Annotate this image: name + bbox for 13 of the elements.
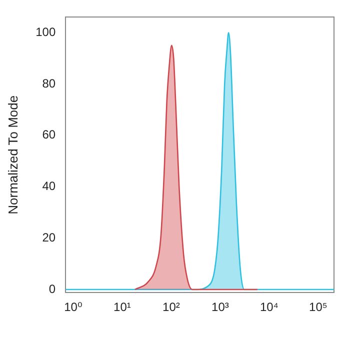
x-tick-label: 10¹ bbox=[114, 300, 131, 314]
y-tick-label: 40 bbox=[42, 179, 56, 194]
x-tick-label: 10³ bbox=[212, 300, 229, 314]
x-tick-label: 10² bbox=[162, 300, 180, 314]
y-tick-label: 80 bbox=[42, 76, 56, 90]
y-tick-label: 60 bbox=[42, 128, 56, 142]
x-tick-label: 10⁰ bbox=[64, 300, 82, 314]
y-tick-label: 0 bbox=[48, 282, 56, 296]
x-tick-label: 10⁵ bbox=[309, 300, 328, 314]
x-tick-label: 10⁴ bbox=[260, 300, 278, 314]
y-tick-label: 20 bbox=[42, 230, 56, 244]
y-axis-title: Normalized To Mode bbox=[5, 95, 20, 214]
y-tick-label: 100 bbox=[36, 24, 56, 39]
